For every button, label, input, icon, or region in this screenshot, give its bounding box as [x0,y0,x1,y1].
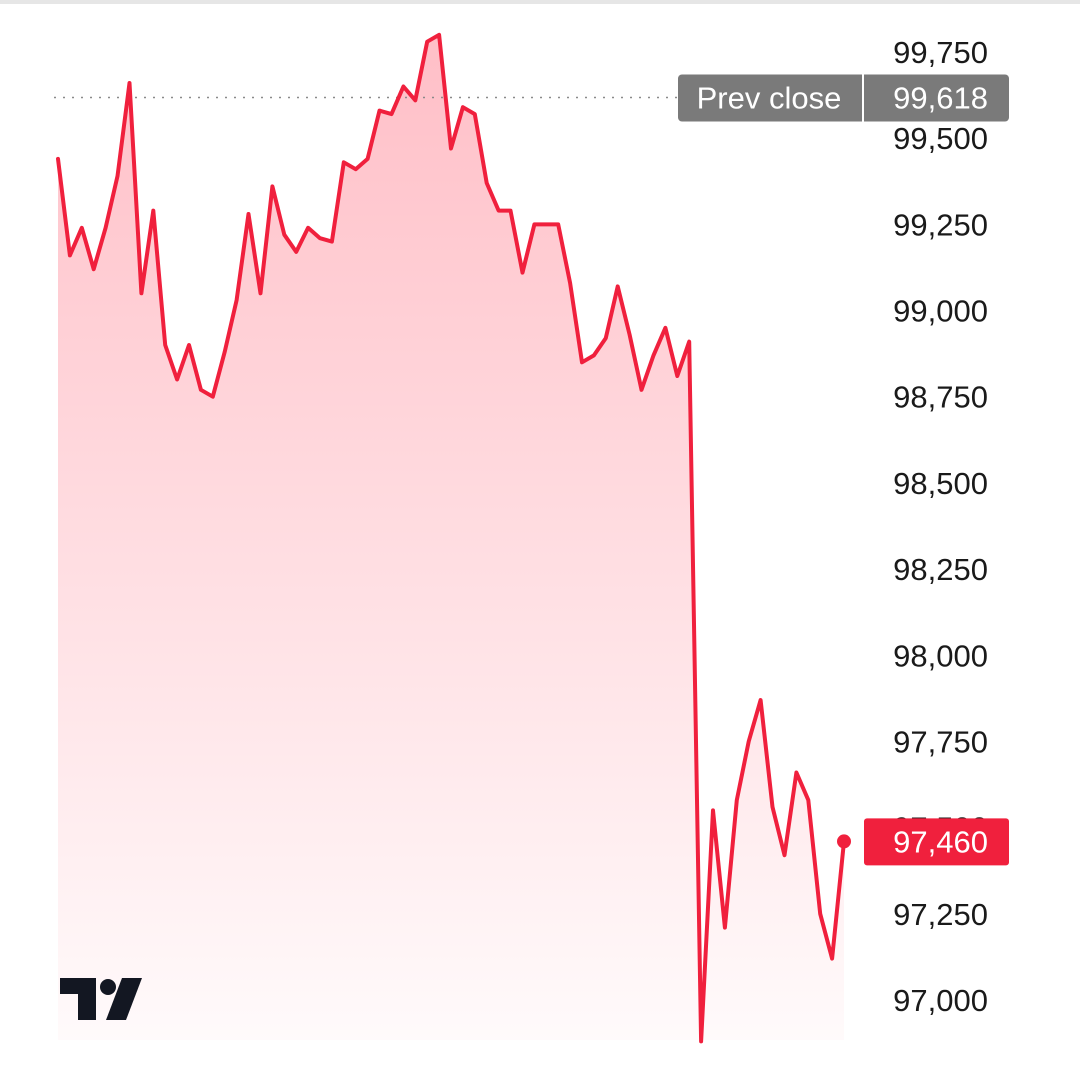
y-axis-tick-label: 99,500 [893,121,988,156]
top-divider [0,0,1080,4]
y-axis-tick-label: 97,250 [893,897,988,932]
prev-close-label: Prev close [697,81,842,116]
prev-close-badge-bg [678,74,1009,122]
y-axis-tick-label: 97,750 [893,724,988,759]
prev-close-badge: Prev close 99,618 [678,74,1009,122]
y-axis-tick-label: 99,750 [893,35,988,70]
last-price-value: 97,460 [893,824,988,859]
y-axis-tick-label: 99,250 [893,207,988,242]
y-axis-tick-label: 98,500 [893,466,988,501]
tradingview-logo-icon [60,978,142,1020]
y-axis-tick-label: 99,000 [893,294,988,329]
last-price-badge-bg [864,818,1009,866]
y-axis-tick-label: 98,750 [893,380,988,415]
y-axis-tick-label: 98,000 [893,638,988,673]
prev-close-value: 99,618 [893,81,988,116]
y-axis-tick-label: 98,250 [893,552,988,587]
last-price-badge: 97,460 [864,818,1009,866]
last-price-dot[interactable] [837,834,851,849]
price-area-fill [58,34,844,1042]
y-axis-tick-label: 97,000 [893,983,988,1018]
price-line[interactable] [56,32,846,1044]
